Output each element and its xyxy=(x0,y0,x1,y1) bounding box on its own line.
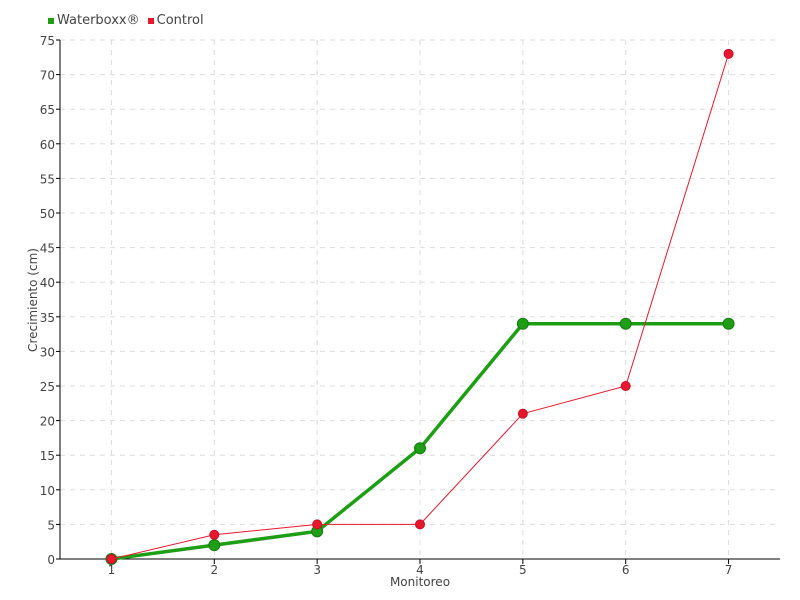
x-tick-label: 2 xyxy=(210,563,218,577)
legend-item-waterboxx[interactable]: Waterboxx® xyxy=(48,13,140,28)
data-point-control xyxy=(517,408,528,419)
data-point-control xyxy=(209,529,220,540)
legend-label-waterboxx: Waterboxx® xyxy=(57,13,140,28)
y-tick-label: 25 xyxy=(40,380,55,394)
y-tick-label: 0 xyxy=(47,553,55,567)
x-tick-label: 7 xyxy=(725,563,733,577)
y-tick-label: 65 xyxy=(40,103,55,117)
y-tick-label: 55 xyxy=(40,172,55,186)
x-tick-label: 4 xyxy=(416,563,424,577)
data-point-control xyxy=(312,519,323,530)
y-tick-label: 45 xyxy=(40,242,55,256)
y-tick-label: 60 xyxy=(40,138,55,152)
legend-swatch-control xyxy=(147,17,154,24)
data-point-control xyxy=(415,519,425,530)
y-tick-label: 30 xyxy=(40,345,55,359)
data-point-waterboxx xyxy=(208,539,221,552)
grid xyxy=(60,39,780,559)
legend-item-control[interactable]: Control xyxy=(147,13,204,28)
x-tick-label: 3 xyxy=(313,563,321,577)
data-point-waterboxx xyxy=(414,442,426,455)
x-tick-label: 5 xyxy=(519,563,527,577)
y-axis-label: Crecimiento (cm) xyxy=(26,248,40,352)
y-tick-label: 10 xyxy=(40,484,55,498)
data-point-waterboxx xyxy=(619,317,632,330)
legend-swatch-waterboxx xyxy=(48,17,54,24)
data-point-control xyxy=(723,48,734,59)
data-point-waterboxx xyxy=(722,317,735,330)
y-tick-label: 5 xyxy=(47,518,55,532)
y-tick-label: 70 xyxy=(40,69,55,83)
y-tick-label: 75 xyxy=(40,34,55,48)
x-tick-label: 1 xyxy=(108,563,116,577)
legend: Waterboxx® Control xyxy=(48,13,204,28)
legend-label-control: Control xyxy=(156,13,204,28)
data-point-waterboxx xyxy=(516,317,529,330)
x-axis-label: Monitoreo xyxy=(390,575,450,589)
y-tick-label: 40 xyxy=(40,276,55,290)
series xyxy=(105,48,735,565)
y-tick-label: 15 xyxy=(40,449,55,463)
data-point-control xyxy=(620,381,631,391)
y-tick-label: 20 xyxy=(40,415,55,429)
y-tick-label: 50 xyxy=(40,207,55,221)
y-tick-label: 35 xyxy=(40,311,55,325)
x-tick-label: 6 xyxy=(622,563,630,577)
data-point-control xyxy=(106,554,117,564)
